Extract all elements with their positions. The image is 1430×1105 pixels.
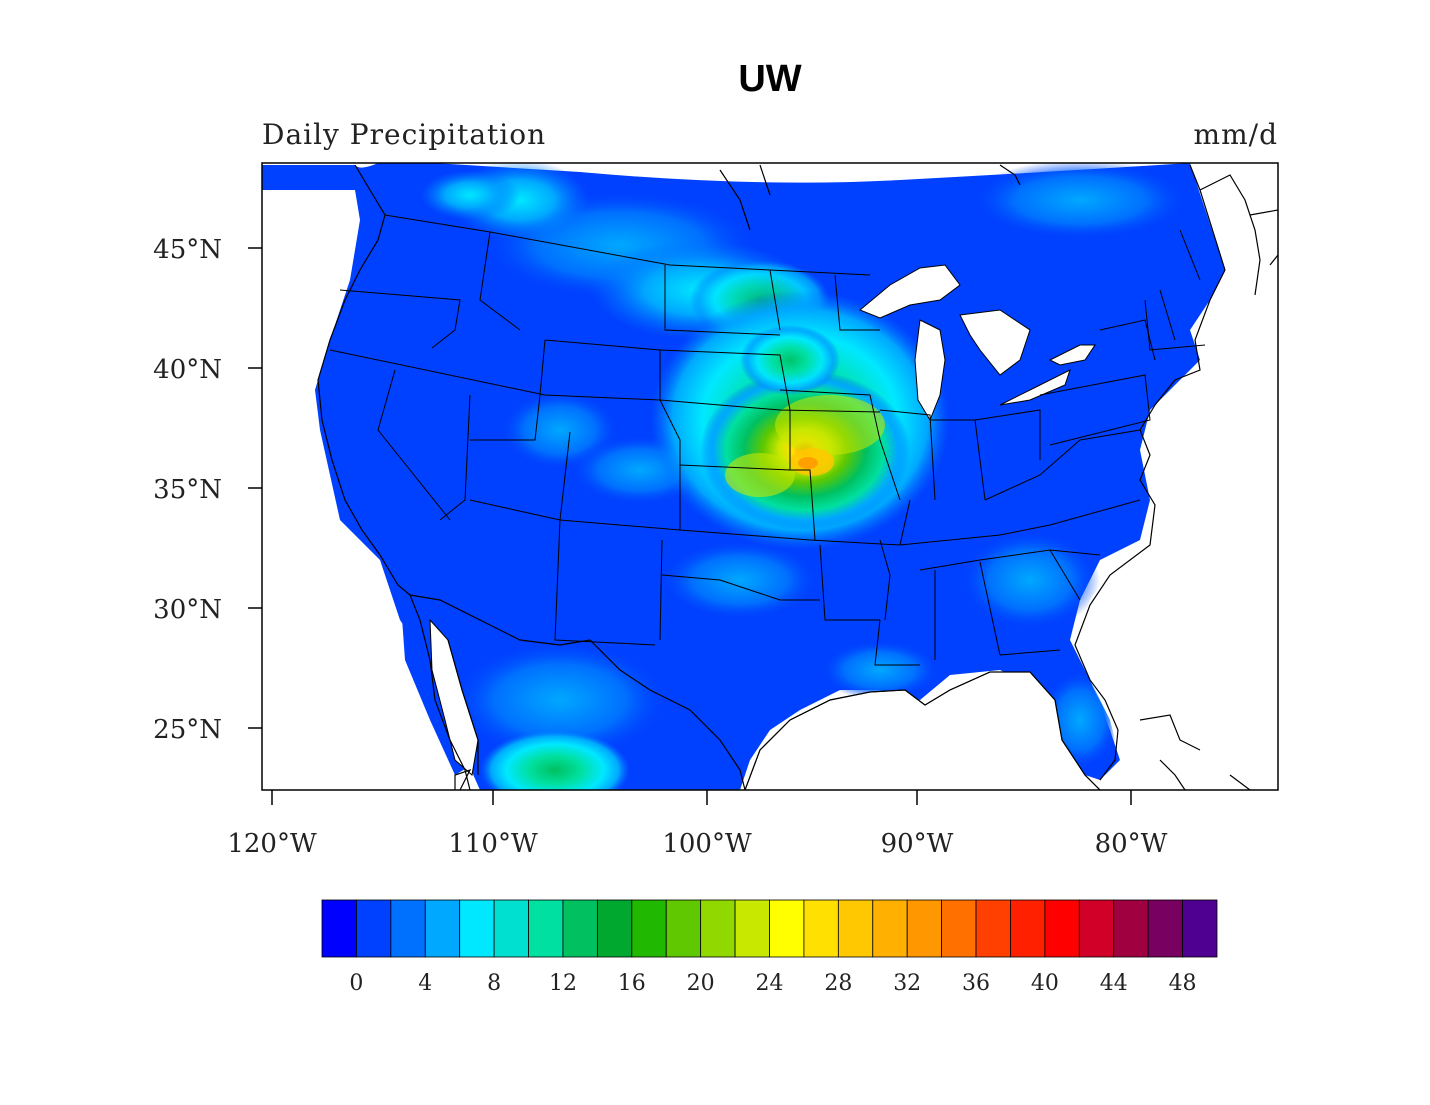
colorbar-swatch <box>562 899 598 958</box>
colorbar-swatch <box>1044 899 1080 958</box>
lat-label-45: 45°N <box>153 235 222 265</box>
colorbar-swatch <box>837 899 874 958</box>
lon-ticks <box>271 790 1132 805</box>
colorbar-tick-label: 48 <box>1169 971 1197 996</box>
colorbar-swatch <box>390 899 426 958</box>
colorbar-swatch <box>1078 899 1115 958</box>
colorbar-swatch <box>356 899 392 958</box>
map-title: UW <box>738 58 802 100</box>
lat-label-30: 30°N <box>153 595 222 625</box>
units-label: mm/d <box>1193 118 1278 151</box>
colorbar-swatch <box>528 899 564 958</box>
colorbar-swatch <box>769 899 805 958</box>
colorbar-swatch <box>1113 899 1149 958</box>
variable-label: Daily Precipitation <box>262 118 547 151</box>
colorbar-tick-label: 0 <box>349 971 363 996</box>
colorbar-swatch <box>1010 899 1046 958</box>
colorbar-tick-label: 24 <box>756 971 784 996</box>
colorbar-tick-label: 4 <box>418 971 432 996</box>
colorbar-swatch <box>1182 899 1218 958</box>
colorbar-labels: 0 4 8 12 16 20 24 28 32 36 40 44 48 <box>349 971 1196 996</box>
lon-label-80: 80°W <box>1095 829 1168 859</box>
colorbar-tick-label: 8 <box>487 971 501 996</box>
colorbar-swatch <box>975 899 1011 958</box>
state-boundaries <box>329 214 1206 666</box>
lat-label-35: 35°N <box>153 475 222 505</box>
colorbar-tick-label: 12 <box>549 971 577 996</box>
colorbar-tick-label: 40 <box>1031 971 1059 996</box>
colorbar-tick-label: 44 <box>1100 971 1128 996</box>
colorbar-swatch <box>596 899 633 958</box>
colorbar-swatch <box>493 899 529 958</box>
lon-label-110: 110°W <box>448 829 538 859</box>
colorbar-swatch <box>1147 899 1183 958</box>
lake-huron <box>959 309 1031 376</box>
lat-label-40: 40°N <box>153 355 222 385</box>
colorbar-swatch <box>700 899 736 958</box>
colorbar-swatch <box>906 899 943 958</box>
colorbar-swatch <box>734 899 770 958</box>
colorbar-tick-label: 28 <box>824 971 852 996</box>
colorbar-swatch <box>665 899 702 958</box>
colorbar-tick-label: 36 <box>962 971 990 996</box>
coastlines <box>317 164 1278 790</box>
colorbar-tick-label: 32 <box>893 971 921 996</box>
lat-ticks <box>248 247 262 729</box>
lon-label-90: 90°W <box>881 829 954 859</box>
colorbar-swatch <box>424 899 461 958</box>
map-frame <box>261 162 1279 791</box>
colorbar-swatch <box>803 899 839 958</box>
lon-label-120: 120°W <box>227 829 317 859</box>
colorbar <box>321 899 1218 958</box>
colorbar-swatch <box>321 899 357 958</box>
colorbar-tick-label: 20 <box>687 971 715 996</box>
lake-ontario <box>1048 344 1096 366</box>
colorbar-swatch <box>631 899 667 958</box>
lake-michigan <box>914 319 946 422</box>
lon-label-100: 100°W <box>662 829 752 859</box>
lake-erie <box>999 369 1071 406</box>
colorbar-swatch <box>872 899 908 958</box>
lake-superior <box>859 264 961 319</box>
colorbar-swatch <box>941 899 977 958</box>
precipitation-field <box>262 163 1278 790</box>
colorbar-tick-label: 16 <box>618 971 646 996</box>
colorbar-swatch <box>459 899 495 958</box>
lat-label-25: 25°N <box>153 715 222 745</box>
